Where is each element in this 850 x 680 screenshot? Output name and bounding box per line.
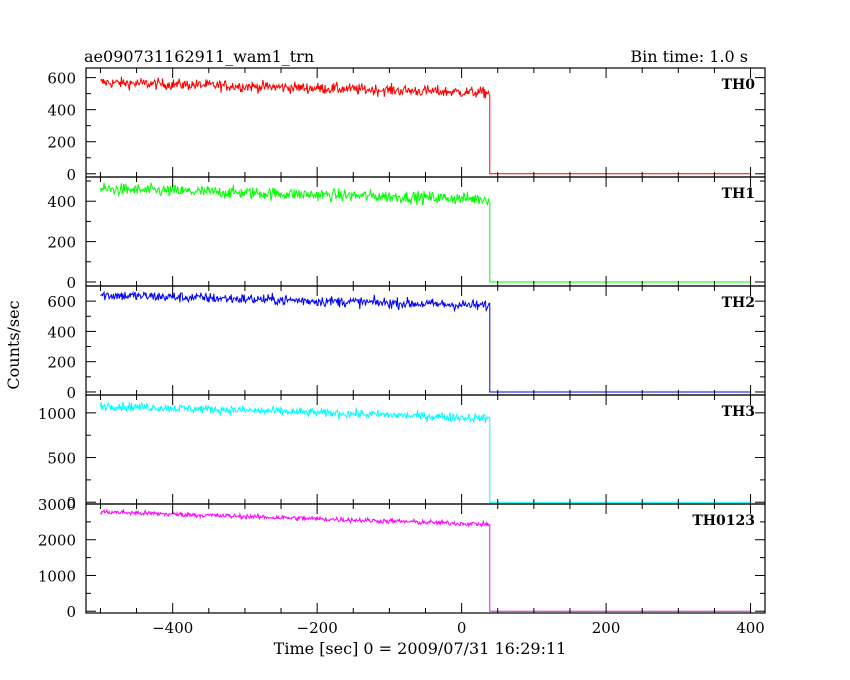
y-tick-label: 0: [66, 384, 76, 402]
bin-time-label: Bin time: 1.0 s: [630, 47, 748, 66]
x-tick-label: 200: [592, 619, 621, 637]
panel-th0: TH0 0 200 400 600: [47, 67, 766, 184]
y-tick-label: 0: [66, 274, 76, 292]
y-tick-label: 200: [47, 234, 76, 252]
panel-th2: TH2 0 200 400 600: [47, 285, 766, 402]
y-tick-label: 0: [66, 166, 76, 184]
y-tick-label: 200: [47, 134, 76, 152]
x-tick-label: 400: [736, 619, 765, 637]
x-tick-label: −400: [152, 619, 193, 637]
y-tick-label: 0: [66, 494, 76, 512]
y-axis-label: Counts/sec: [4, 300, 23, 389]
x-axis-label: Time [sec] 0 = 2009/07/31 16:29:11: [274, 639, 567, 658]
y-tick-label: 400: [47, 323, 76, 341]
series-line-th3: [99, 401, 751, 503]
panel-th3: TH3 0 500 1000: [38, 394, 766, 512]
panel-label-th1: TH1: [722, 186, 755, 202]
panel-frame: [85, 503, 766, 614]
series-line-th0: [100, 76, 751, 175]
y-tick-label: 600: [47, 293, 76, 311]
figure-title: ae090731162911_wam1_trn: [84, 47, 314, 66]
panel-frame: [85, 285, 766, 396]
series-line-th0123: [100, 508, 751, 612]
y-tick-label: 0: [66, 603, 76, 621]
y-tick-label: 3000: [38, 496, 76, 514]
panel-label-th3: TH3: [722, 404, 755, 420]
series-line-th2: [100, 290, 751, 393]
panel-th1: TH1 0 200 400: [47, 176, 766, 292]
y-tick-label: 2000: [38, 532, 76, 550]
x-tick-label: −200: [297, 619, 338, 637]
panel-label-th0: TH0: [722, 77, 756, 93]
panel-th0123: TH0123 0 1000 2000 3000: [38, 496, 766, 621]
y-tick-label: 1000: [38, 405, 76, 423]
panel-label-th0123: TH0123: [692, 513, 755, 529]
y-tick-label: 400: [47, 193, 76, 211]
panels-group: TH0 0 200 400 600 TH1 0 200 400 TH2 0 200 400 600 TH3 0…: [38, 67, 766, 637]
y-tick-label: 500: [47, 450, 76, 468]
y-tick-label: 600: [47, 70, 76, 88]
x-tick-label: 0: [457, 619, 467, 637]
panel-frame: [85, 176, 766, 287]
y-tick-label: 400: [47, 102, 76, 120]
panel-label-th2: TH2: [722, 295, 755, 311]
y-tick-label: 200: [47, 354, 76, 372]
y-tick-label: 1000: [38, 567, 76, 585]
series-line-th1: [99, 182, 751, 283]
